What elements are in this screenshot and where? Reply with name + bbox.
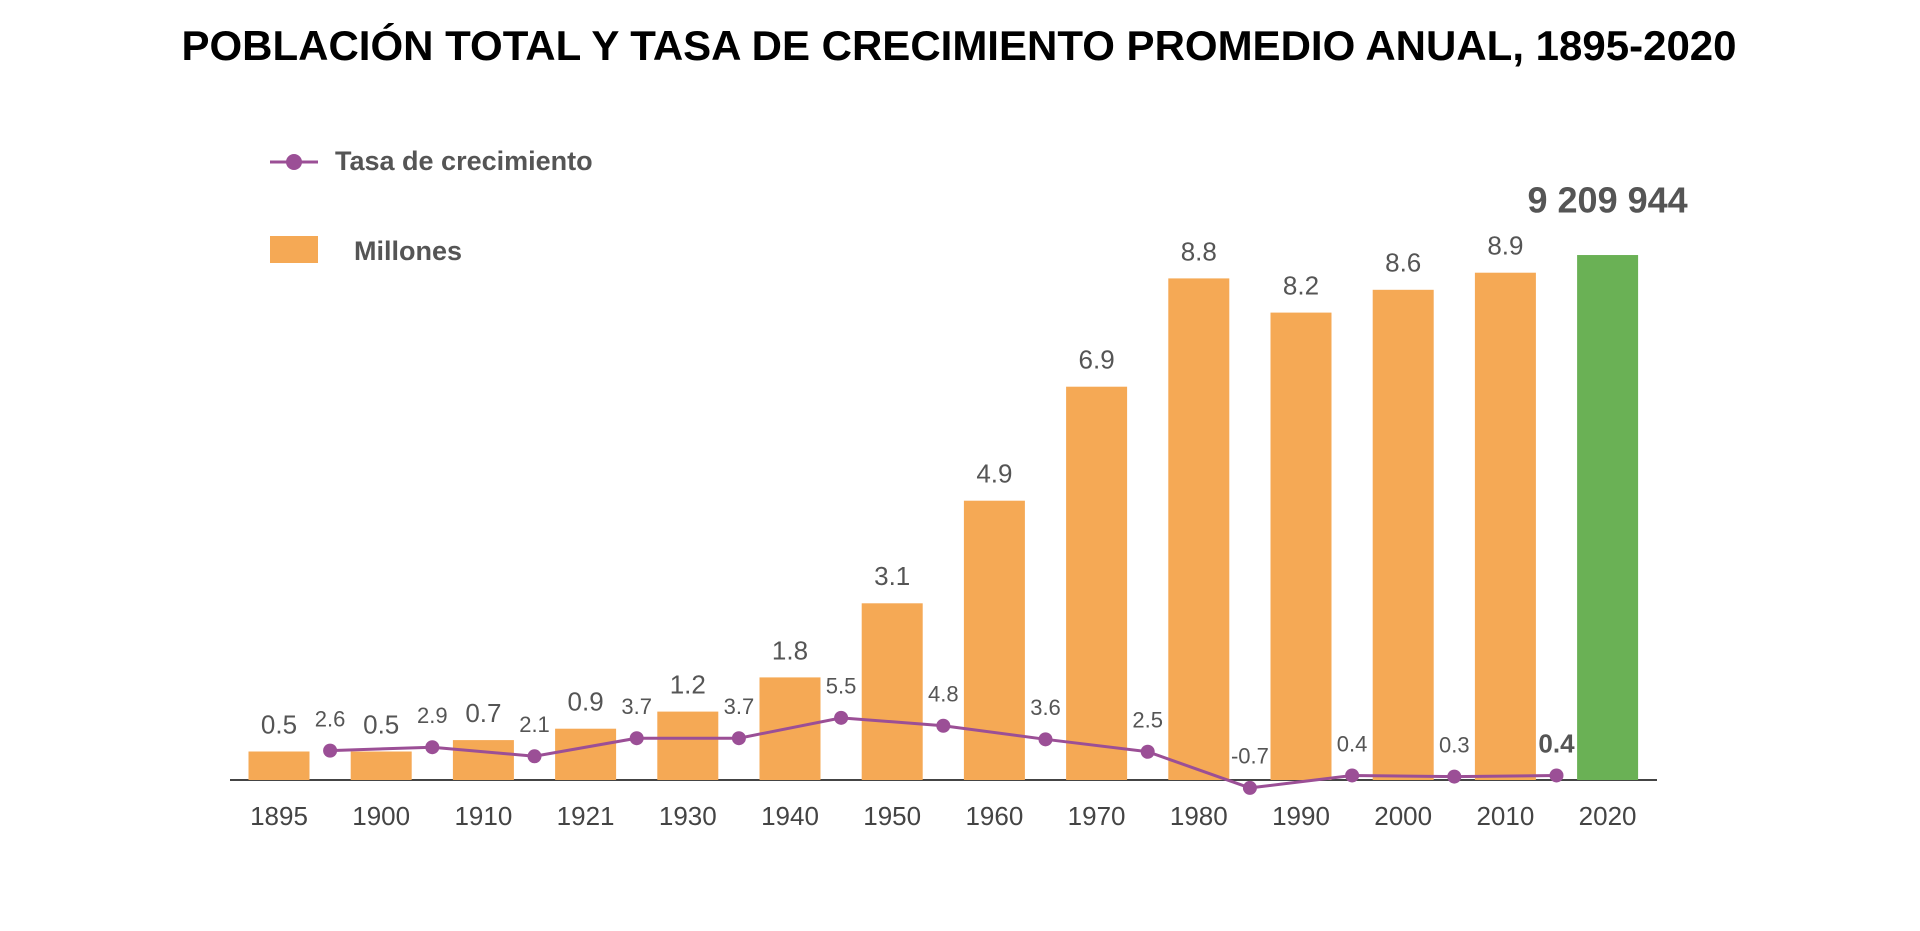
line-label: 5.5	[826, 674, 857, 699]
legend-marker	[286, 154, 302, 170]
x-tick-label: 2020	[1579, 801, 1637, 831]
bar-label: 0.5	[363, 709, 399, 739]
bar-label: 8.9	[1487, 231, 1523, 261]
line-label: -0.7	[1231, 744, 1269, 769]
x-tick-label: 1970	[1068, 801, 1126, 831]
line-label: 2.1	[519, 712, 550, 737]
bar	[555, 728, 617, 780]
point	[936, 718, 951, 733]
x-tick-label: 1900	[352, 801, 410, 831]
bar	[452, 740, 514, 780]
point	[834, 710, 849, 725]
bar-label: 1.8	[772, 635, 808, 665]
x-tick-label: 1930	[659, 801, 717, 831]
line-label: 3.7	[724, 694, 755, 719]
bar-label: 8.6	[1385, 248, 1421, 278]
point	[527, 749, 542, 764]
point	[1038, 732, 1053, 747]
bar-label: 6.9	[1079, 345, 1115, 375]
bar	[861, 603, 923, 780]
x-tick-label: 1990	[1272, 801, 1330, 831]
bar	[1066, 386, 1128, 780]
x-tick-label: 1910	[454, 801, 512, 831]
point	[731, 731, 746, 746]
chart-title: POBLACIÓN TOTAL Y TASA DE CRECIMIENTO PR…	[181, 21, 1736, 69]
line-label: 0.4	[1337, 731, 1368, 756]
x-tick-label: 1940	[761, 801, 819, 831]
bar	[1270, 312, 1332, 780]
bar-label: 0.7	[465, 698, 501, 728]
x-tick-label: 1980	[1170, 801, 1228, 831]
point	[1345, 768, 1360, 783]
bar-label: 9 209 944	[1528, 180, 1688, 221]
x-tick-label: 1960	[965, 801, 1023, 831]
bar-label: 4.9	[976, 459, 1012, 489]
point	[323, 743, 338, 758]
x-tick-label: 1895	[250, 801, 308, 831]
bar	[350, 751, 412, 780]
bar-label: 3.1	[874, 561, 910, 591]
bar	[248, 751, 310, 780]
point	[1242, 780, 1257, 795]
bar	[1577, 255, 1639, 780]
bar-label: 0.9	[568, 687, 604, 717]
line-label: 2.9	[417, 703, 448, 728]
point	[1549, 768, 1564, 783]
x-tick-label: 1950	[863, 801, 921, 831]
point	[1140, 744, 1155, 759]
bar	[1168, 278, 1230, 780]
bar	[963, 500, 1025, 780]
legend-label: Tasa de crecimiento	[335, 146, 593, 176]
x-tick-label: 2010	[1476, 801, 1534, 831]
bar	[1474, 272, 1536, 780]
line-label: 3.6	[1030, 695, 1061, 720]
bar-label: 8.8	[1181, 236, 1217, 266]
line-label: 0.4	[1538, 728, 1575, 758]
bar-label: 1.2	[670, 669, 706, 699]
line-label: 4.8	[928, 682, 959, 707]
bar-label: 8.2	[1283, 270, 1319, 300]
bar	[657, 711, 719, 780]
line-label: 3.7	[621, 694, 652, 719]
line-label: 2.6	[315, 706, 346, 731]
point	[629, 731, 644, 746]
point	[425, 740, 440, 755]
line-label: 2.5	[1132, 708, 1163, 733]
legend-swatch	[270, 236, 318, 263]
x-tick-label: 1921	[557, 801, 615, 831]
x-tick-label: 2000	[1374, 801, 1432, 831]
bar	[1372, 289, 1434, 780]
point	[1447, 769, 1462, 784]
line-label: 0.3	[1439, 732, 1470, 757]
legend-label: Millones	[354, 236, 462, 266]
bar-label: 0.5	[261, 709, 297, 739]
